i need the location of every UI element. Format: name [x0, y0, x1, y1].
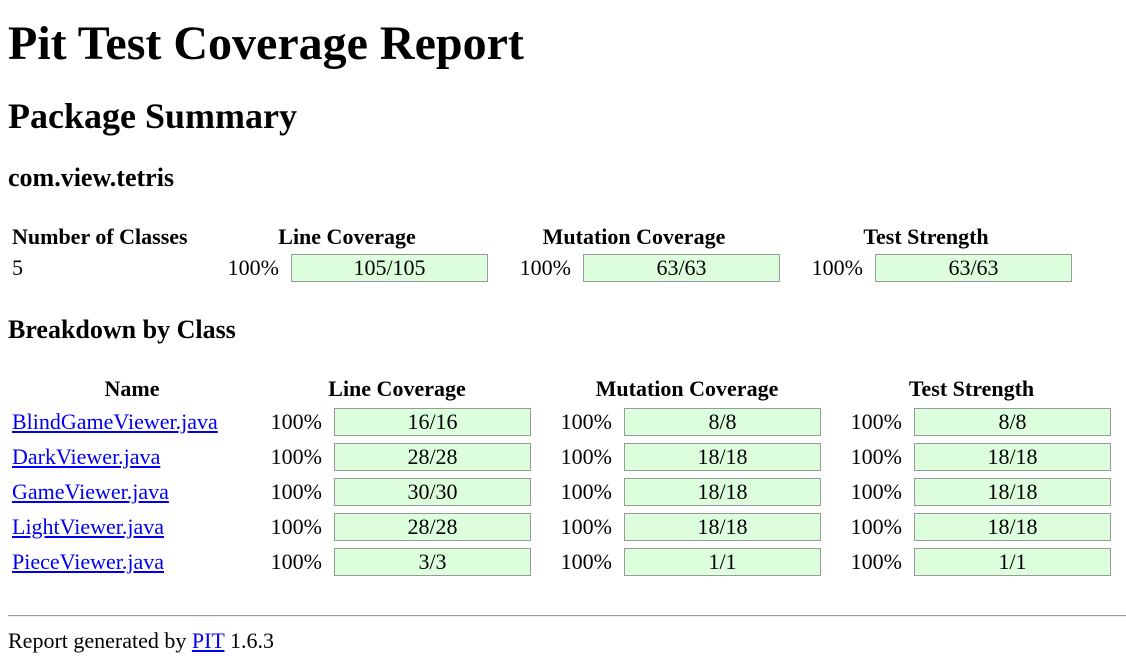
mutation-coverage-bar: 63/63	[583, 254, 780, 282]
line-coverage-percent: 100%	[270, 443, 322, 469]
mutation-coverage-percent: 100%	[560, 443, 612, 469]
mutation-coverage-bar: 18/18	[624, 442, 821, 471]
package-name: com.view.tetris	[8, 163, 175, 192]
mutation-coverage-bar: 18/18	[624, 512, 821, 541]
test-strength-bar: 18/18	[914, 442, 1111, 471]
line-coverage-bar: 3/3	[334, 547, 531, 576]
mutation-coverage-percent: 100%	[560, 548, 612, 574]
line-coverage-percent: 100%	[270, 408, 322, 434]
test-strength-percent: 100%	[811, 255, 863, 280]
line-coverage-percent: 100%	[270, 548, 322, 574]
table-row: DarkViewer.java 100% 28/28 100% 18/18 100% 18/…	[12, 439, 1111, 474]
mutation-coverage-percent: 100%	[560, 408, 612, 434]
page-subtitle: Package Summary	[8, 96, 297, 136]
class-count: 5	[12, 255, 23, 280]
line-coverage-bar: 28/28	[334, 442, 531, 471]
mutation-coverage-percent: 100%	[519, 255, 571, 280]
footer-divider	[8, 615, 1126, 617]
test-strength-percent: 100%	[850, 513, 902, 539]
header-test-strength: Test Strength	[908, 376, 1035, 401]
header-test-strength: Test Strength	[863, 224, 989, 249]
mutation-coverage-percent: 100%	[560, 513, 612, 539]
class-link[interactable]: BlindGameViewer.java	[12, 408, 218, 434]
line-coverage-percent: 100%	[270, 513, 322, 539]
line-coverage-bar: 30/30	[334, 477, 531, 506]
mutation-coverage-bar: 1/1	[624, 547, 821, 576]
test-strength-bar: 8/8	[914, 407, 1111, 436]
line-coverage-bar: 28/28	[334, 512, 531, 541]
mutation-coverage-bar: 8/8	[624, 407, 821, 436]
test-strength-bar: 18/18	[914, 512, 1111, 541]
table-row: LightViewer.java 100% 28/28 100% 18/18 100% 18…	[12, 509, 1111, 544]
table-row: GameViewer.java 100% 30/30 100% 18/18 100% 18/…	[12, 474, 1111, 509]
header-number-of-classes: Number of Classes	[12, 224, 188, 249]
class-link[interactable]: LightViewer.java	[12, 513, 165, 539]
table-row: BlindGameViewer.java 100% 16/16 100% 8/8 100%…	[12, 404, 1111, 439]
test-strength-percent: 100%	[850, 478, 902, 504]
page-title: Pit Test Coverage Report	[8, 17, 524, 70]
line-coverage-percent: 100%	[227, 255, 279, 280]
test-strength-percent: 100%	[850, 548, 902, 574]
footer-text: Report generated by	[8, 628, 187, 653]
class-link[interactable]: GameViewer.java	[12, 478, 169, 504]
package-summary-table: Number of Classes Line Coverage Mutation…	[12, 222, 1072, 284]
breakdown-heading: Breakdown by Class	[8, 315, 236, 344]
line-coverage-bar: 16/16	[334, 407, 531, 436]
report-footer: Report generated by PIT 1.6.3	[8, 628, 274, 654]
mutation-coverage-bar: 18/18	[624, 477, 821, 506]
header-line-coverage: Line Coverage	[328, 376, 466, 401]
class-link[interactable]: DarkViewer.java	[12, 443, 161, 469]
test-strength-bar: 18/18	[914, 477, 1111, 506]
test-strength-bar: 63/63	[875, 254, 1072, 282]
line-coverage-bar: 105/105	[291, 254, 488, 282]
class-link[interactable]: PieceViewer.java	[12, 548, 164, 574]
header-mutation-coverage: Mutation Coverage	[595, 376, 779, 401]
test-strength-percent: 100%	[850, 408, 902, 434]
mutation-coverage-percent: 100%	[560, 478, 612, 504]
header-name: Name	[104, 376, 160, 401]
table-row: PieceViewer.java 100% 3/3 100% 1/1 100% 1/1	[12, 544, 1111, 579]
test-strength-percent: 100%	[850, 443, 902, 469]
class-breakdown-table: Name Line Coverage Mutation Coverage Tes…	[12, 374, 1111, 579]
pit-link[interactable]: PIT	[191, 628, 225, 653]
header-line-coverage: Line Coverage	[278, 224, 416, 249]
header-mutation-coverage: Mutation Coverage	[542, 224, 726, 249]
line-coverage-percent: 100%	[270, 478, 322, 504]
pit-version: 1.6.3	[229, 628, 274, 653]
test-strength-bar: 1/1	[914, 547, 1111, 576]
